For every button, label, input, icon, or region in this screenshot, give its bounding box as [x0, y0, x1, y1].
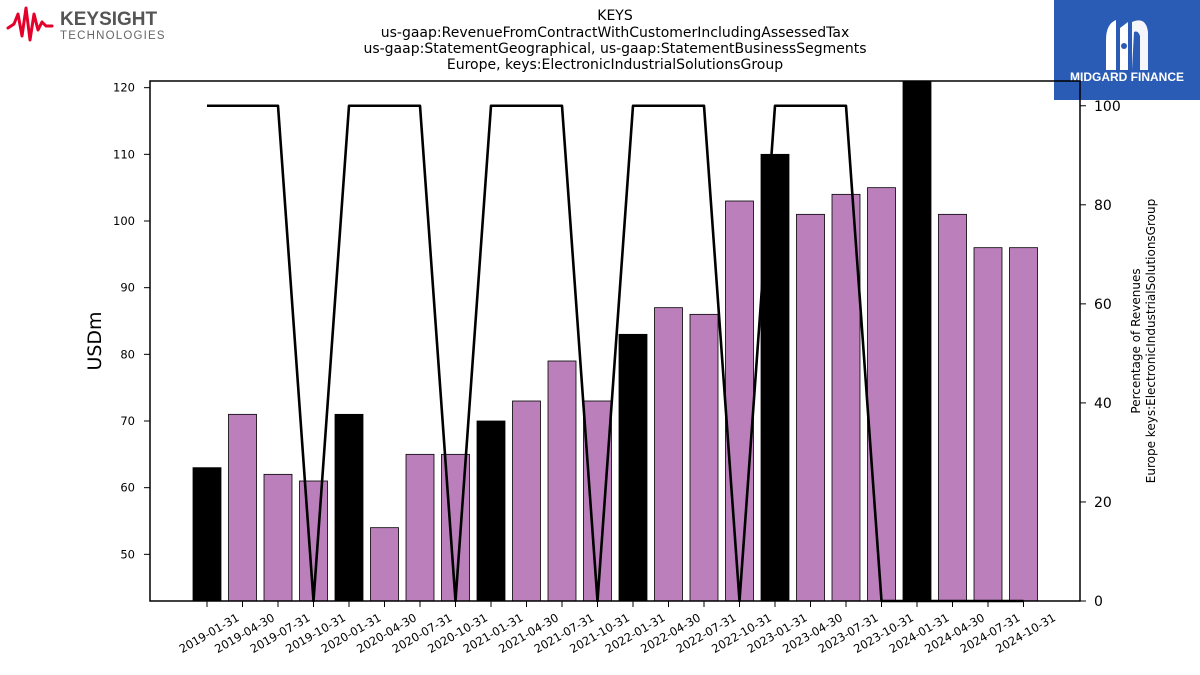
bar-2021-10-31	[583, 400, 612, 602]
bar-2023-01-31	[760, 153, 790, 602]
bar-series	[192, 80, 1038, 602]
bar-2020-04-30	[370, 527, 399, 602]
bar-2022-04-30	[654, 307, 683, 602]
chart-title-line-4: Europe, keys:ElectronicIndustrialSolutio…	[447, 57, 783, 73]
y2-tick-label-60: 60	[1094, 297, 1112, 313]
bar-2024-10-31	[1009, 247, 1038, 602]
y-tick-label-100: 100	[113, 214, 135, 228]
y-axis-left: 50 60 70 80 90 100 110 120	[113, 81, 150, 561]
y-tick-label-70: 70	[120, 414, 135, 428]
midgard-finance-logo: MIDGARD FINANCE	[1054, 0, 1200, 100]
keysight-wordmark: KEYSIGHT	[60, 9, 158, 30]
bar-2021-04-30	[512, 400, 541, 602]
plot-frame	[149, 80, 1081, 602]
bar-2023-04-30	[796, 213, 825, 602]
keysight-wave-icon	[6, 6, 54, 42]
bar-2019-07-31	[263, 473, 293, 602]
bar-2021-01-31	[476, 420, 506, 602]
bar-2022-10-31	[725, 200, 754, 602]
bar-2019-10-31	[299, 480, 328, 602]
midgard-wordmark: MIDGARD FINANCE	[1070, 70, 1184, 84]
bar-2024-01-31	[902, 80, 932, 602]
bar-2019-01-31	[192, 467, 222, 602]
y2-tick-label-100: 100	[1094, 99, 1121, 115]
y2-tick-label-80: 80	[1094, 198, 1112, 214]
y-tick-label-60: 60	[120, 481, 135, 495]
bar-2024-07-31	[973, 247, 1003, 602]
chart-title-line-3: us-gaap:StatementGeographical, us-gaap:S…	[363, 41, 866, 57]
bar-2020-07-31	[405, 453, 435, 602]
y-tick-label-120: 120	[113, 81, 135, 95]
bar-2024-04-30	[938, 213, 967, 602]
chart-title-line-1: KEYS	[597, 8, 633, 24]
y2-tick-label-40: 40	[1094, 396, 1112, 412]
keysight-submark: TECHNOLOGIES	[60, 30, 166, 42]
bar-2019-04-30	[228, 413, 257, 602]
x-axis: 2019-01-312019-04-302019-07-312019-10-31…	[177, 601, 1058, 656]
bar-2020-01-31	[334, 413, 364, 602]
y2-axis-label-line-2: Europe keys:ElectronicIndustrialSolution…	[1144, 199, 1158, 483]
chart-title: KEYS us-gaap:RevenueFromContractWithCust…	[363, 8, 866, 73]
y-tick-label-80: 80	[120, 347, 135, 361]
bar-2023-10-31	[867, 187, 896, 602]
y2-tick-label-20: 20	[1094, 495, 1112, 511]
y-axis-right: 0 20 40 60 80 100	[1080, 99, 1121, 610]
bar-2022-01-31	[618, 333, 648, 602]
percentage-line-series	[207, 104, 1024, 603]
y2-axis-label-line-1: Percentage of Revenues	[1129, 268, 1143, 413]
y-tick-label-50: 50	[120, 547, 135, 561]
chart-title-line-2: us-gaap:RevenueFromContractWithCustomerI…	[381, 25, 850, 41]
bar-2023-07-31	[831, 193, 861, 602]
y-tick-label-110: 110	[113, 147, 135, 161]
bar-2022-07-31	[689, 313, 719, 602]
keysight-logo: KEYSIGHT TECHNOLOGIES	[6, 6, 166, 42]
midgard-emblem-icon	[1106, 20, 1148, 70]
y-tick-label-90: 90	[120, 281, 135, 295]
y2-tick-label-0: 0	[1094, 594, 1103, 610]
bar-2021-07-31	[547, 360, 577, 602]
y-axis-label: USDm	[84, 311, 106, 370]
percentage-line	[207, 104, 1024, 603]
